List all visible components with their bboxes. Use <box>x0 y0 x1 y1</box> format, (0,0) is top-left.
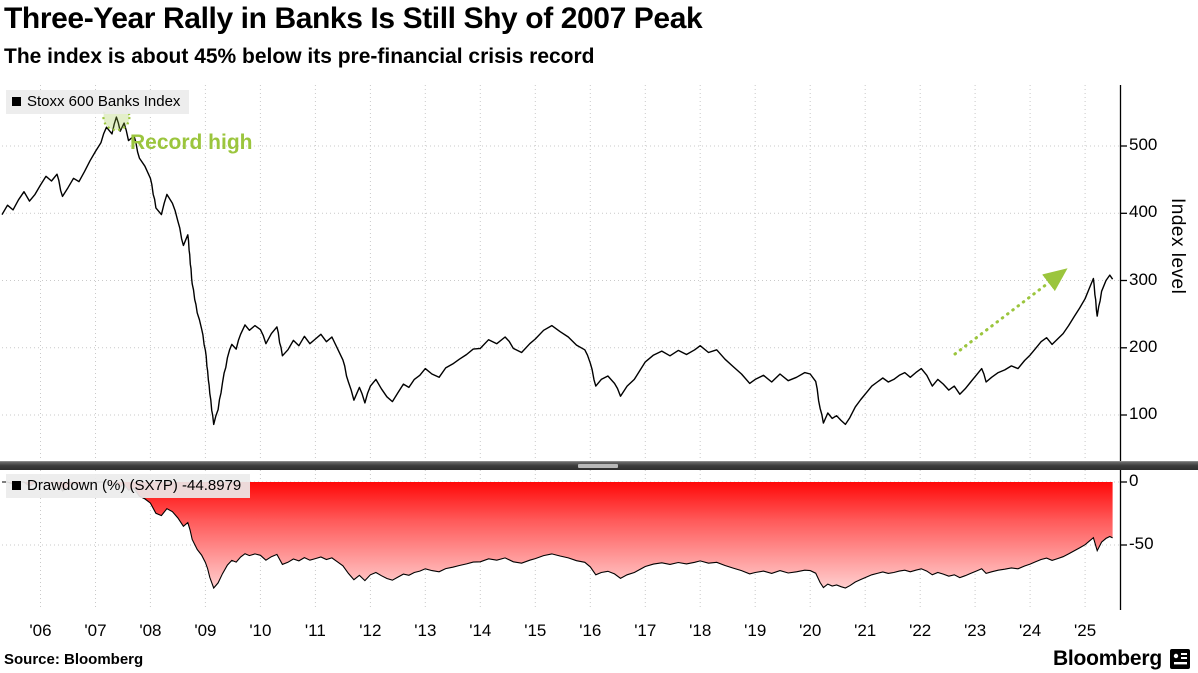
legend-swatch-icon <box>12 97 21 106</box>
x-axis-tick-label: '20 <box>799 621 822 640</box>
y-axis-tick-label: 0 <box>1129 471 1139 490</box>
legend-drawdown[interactable]: Drawdown (%) (SX7P) -44.8979 <box>6 474 251 498</box>
x-axis-tick-label: '12 <box>359 621 382 640</box>
x-axis-tick-label: '15 <box>524 621 547 640</box>
y-axis-tick-label: -50 <box>1129 534 1154 553</box>
y-axis-tick-label: 500 <box>1129 135 1158 154</box>
x-axis-tick-label: '07 <box>84 621 107 640</box>
x-axis-tick-label: '18 <box>689 621 712 640</box>
x-axis-tick-label: '17 <box>634 621 657 640</box>
x-axis-tick-label: '11 <box>304 621 326 640</box>
trend-arrow-icon <box>953 268 1068 356</box>
legend-swatch-icon <box>12 481 21 490</box>
source-note: Source: Bloomberg <box>4 651 144 668</box>
splitter-handle-icon[interactable] <box>578 464 618 468</box>
legend-index[interactable]: Stoxx 600 Banks Index <box>6 90 190 114</box>
y-axis-tick-label: 200 <box>1129 336 1158 356</box>
x-axis-tick-label: '13 <box>414 621 437 640</box>
y-axis-tick-label: 100 <box>1129 404 1158 423</box>
bloomberg-mark-icon <box>1170 649 1190 669</box>
x-axis-tick-label: '22 <box>909 621 932 640</box>
x-axis-tick-label: '21 <box>854 621 877 640</box>
grid <box>2 85 1120 610</box>
x-axis-tick-label: '23 <box>964 621 987 640</box>
x-axis-tick-label: '14 <box>469 621 492 640</box>
record-high-annotation: Record high <box>130 131 253 154</box>
drawdown-line <box>2 481 1113 590</box>
index-line <box>1 116 1114 426</box>
legend-drawdown-label: Drawdown (%) (SX7P) -44.8979 <box>27 477 242 494</box>
x-axis-tick-label: '19 <box>744 621 767 640</box>
x-axis-tick-label: '06 <box>29 621 52 640</box>
chart-splitter[interactable] <box>0 461 1198 470</box>
x-axis-tick-label: '10 <box>249 621 272 640</box>
right-axis <box>1119 85 1127 610</box>
y-axis-title: Index level <box>1167 198 1188 295</box>
y-axis-tick-label: 300 <box>1129 269 1158 289</box>
x-axis-tick-label: '08 <box>139 621 162 640</box>
page-title: Three-Year Rally in Banks Is Still Shy o… <box>4 2 703 35</box>
drawdown-area <box>2 482 1113 588</box>
page-subtitle: The index is about 45% below its pre-fin… <box>4 45 595 68</box>
y-axis-tick-label: 400 <box>1129 202 1158 222</box>
x-axis-tick-label: '09 <box>194 621 217 640</box>
x-axis-tick-label: '24 <box>1019 621 1042 640</box>
x-axis-tick-label: '25 <box>1074 621 1097 640</box>
legend-index-label: Stoxx 600 Banks Index <box>27 93 181 110</box>
x-axis-tick-label: '16 <box>579 621 602 640</box>
bloomberg-wordmark: Bloomberg <box>1052 647 1162 670</box>
